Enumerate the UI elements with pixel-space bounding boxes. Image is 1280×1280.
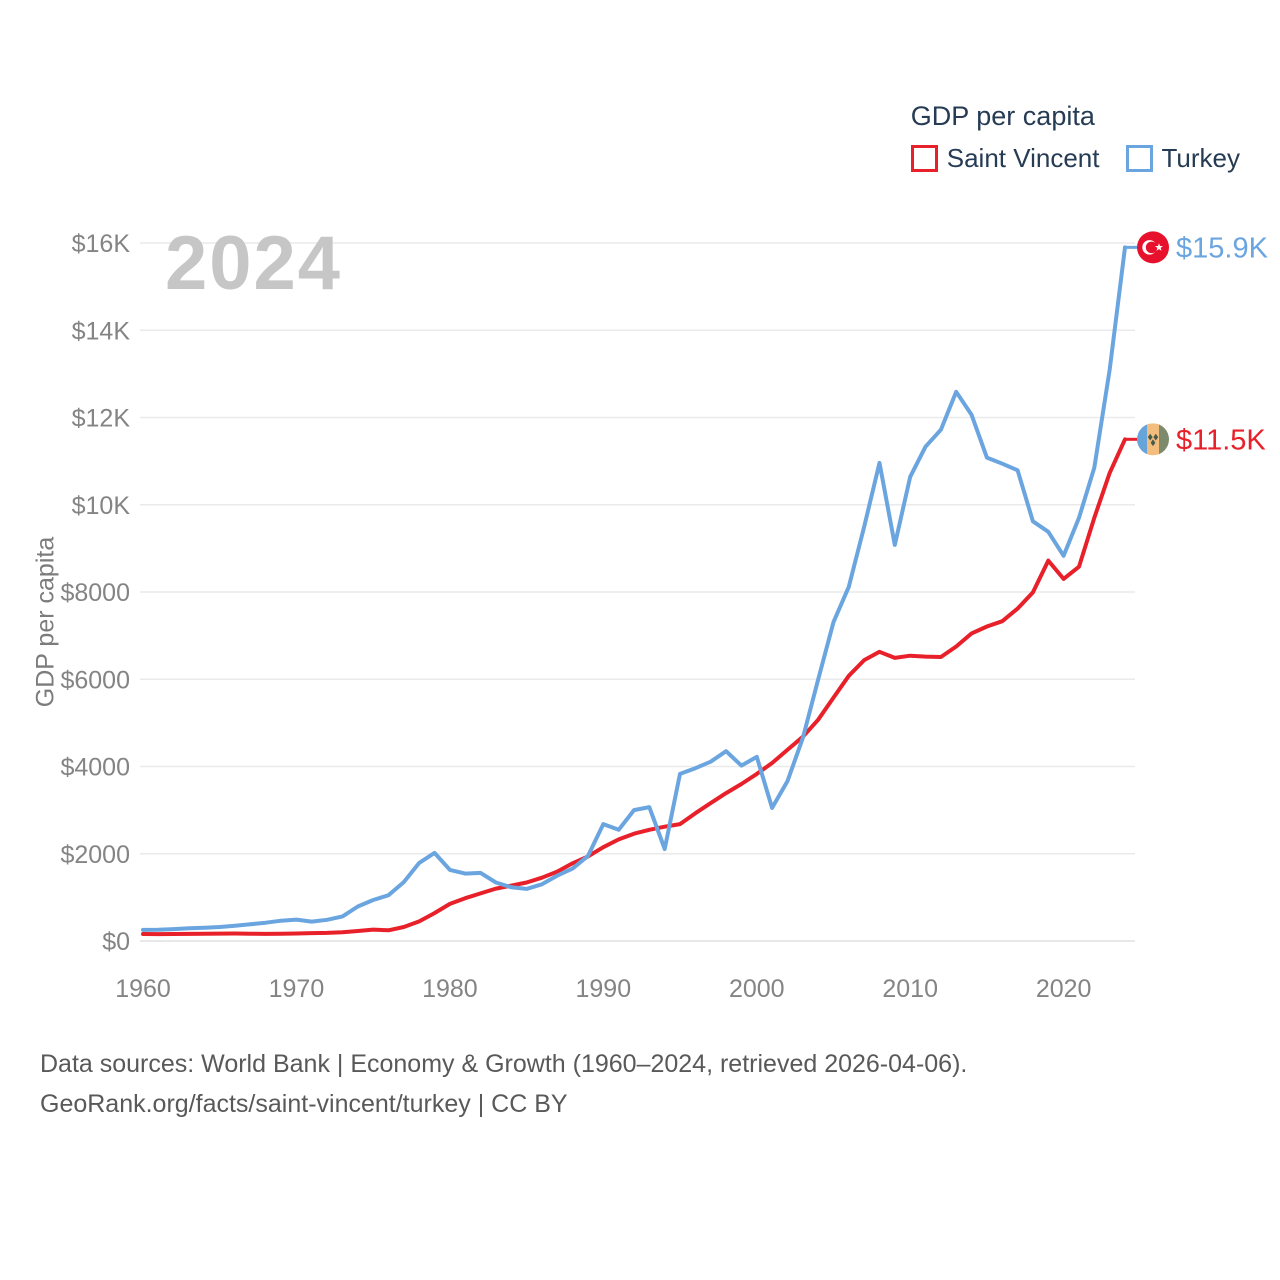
x-tick-label: 1990 bbox=[576, 975, 632, 1003]
legend-item-saint-vincent[interactable]: Saint Vincent bbox=[910, 143, 1100, 174]
x-tick-label: 1980 bbox=[422, 975, 478, 1003]
y-tick-label: $2000 bbox=[60, 841, 130, 869]
legend-label-turkey: Turkey bbox=[1161, 143, 1241, 173]
source-line-2: GeoRank.org/facts/saint-vincent/turkey |… bbox=[40, 1090, 568, 1118]
legend-items: Saint Vincent Turkey bbox=[910, 143, 1241, 174]
y-tick-label: $10K bbox=[72, 492, 131, 520]
y-tick-label: $6000 bbox=[60, 666, 130, 694]
year-watermark: 2024 bbox=[165, 221, 343, 306]
saint-vincent-value-label: $11.5K bbox=[1176, 424, 1266, 456]
y-tick-label: $4000 bbox=[60, 754, 130, 782]
x-tick-label: 1970 bbox=[269, 975, 325, 1003]
y-tick-label: $14K bbox=[72, 317, 131, 345]
y-tick-label: $0 bbox=[102, 928, 130, 956]
y-tick-label: $8000 bbox=[60, 579, 130, 607]
x-tick-label: 2010 bbox=[882, 975, 938, 1003]
turkey-swatch-icon bbox=[1125, 145, 1153, 172]
turkey-flag-icon bbox=[1137, 231, 1169, 264]
x-tick-label: 2000 bbox=[729, 975, 785, 1003]
y-tick-label: $12K bbox=[72, 405, 131, 433]
y-axis-title: GDP per capita bbox=[31, 536, 60, 708]
x-tick-label: 2020 bbox=[1036, 975, 1092, 1003]
data-source-note: Data sources: World Bank | Economy & Gro… bbox=[40, 1044, 967, 1124]
source-line-1: Data sources: World Bank | Economy & Gro… bbox=[40, 1050, 968, 1078]
legend-item-turkey[interactable]: Turkey bbox=[1125, 143, 1241, 174]
chart-legend: GDP per capita Saint Vincent Turkey bbox=[910, 101, 1241, 174]
saint-vincent-flag-icon bbox=[1137, 423, 1169, 456]
y-tick-label: $16K bbox=[72, 230, 131, 258]
series-line-saint-vincent[interactable] bbox=[141, 437, 1127, 937]
legend-label-saint-vincent: Saint Vincent bbox=[946, 143, 1100, 173]
x-tick-label: 1960 bbox=[115, 975, 171, 1003]
legend-title: GDP per capita bbox=[910, 101, 1095, 131]
series-line-turkey[interactable] bbox=[141, 245, 1127, 932]
turkey-value-label: $15.9K bbox=[1176, 232, 1269, 264]
saint-vincent-swatch-icon bbox=[910, 145, 938, 172]
